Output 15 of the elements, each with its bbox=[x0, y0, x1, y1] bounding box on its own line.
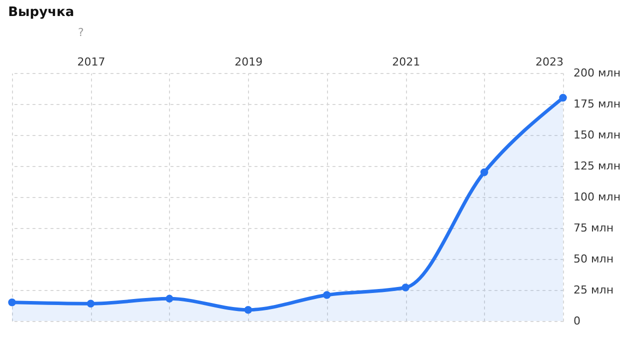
y-tick-label: 25 млн bbox=[574, 284, 614, 296]
text: ? bbox=[78, 26, 84, 39]
y-tick-label: 75 млн bbox=[574, 222, 614, 234]
y-tick-label: 175 млн bbox=[574, 98, 621, 110]
y-tick-label: 100 млн bbox=[574, 190, 621, 204]
x-tick-label: 2019 bbox=[234, 56, 263, 68]
y-tick-label: 150 млн bbox=[574, 128, 621, 142]
x-tick-label: 2017 bbox=[77, 56, 106, 68]
chart-title: Выручка bbox=[8, 5, 74, 20]
y-tick-label: 0 bbox=[574, 314, 580, 328]
y-tick-label: 125 млн bbox=[574, 160, 621, 172]
y-tick-label: 50 млн bbox=[574, 252, 614, 266]
x-tick-label: 2021 bbox=[392, 56, 420, 68]
y-tick-label: 200 млн bbox=[574, 66, 621, 80]
x-tick-label: 2023 bbox=[536, 56, 564, 68]
